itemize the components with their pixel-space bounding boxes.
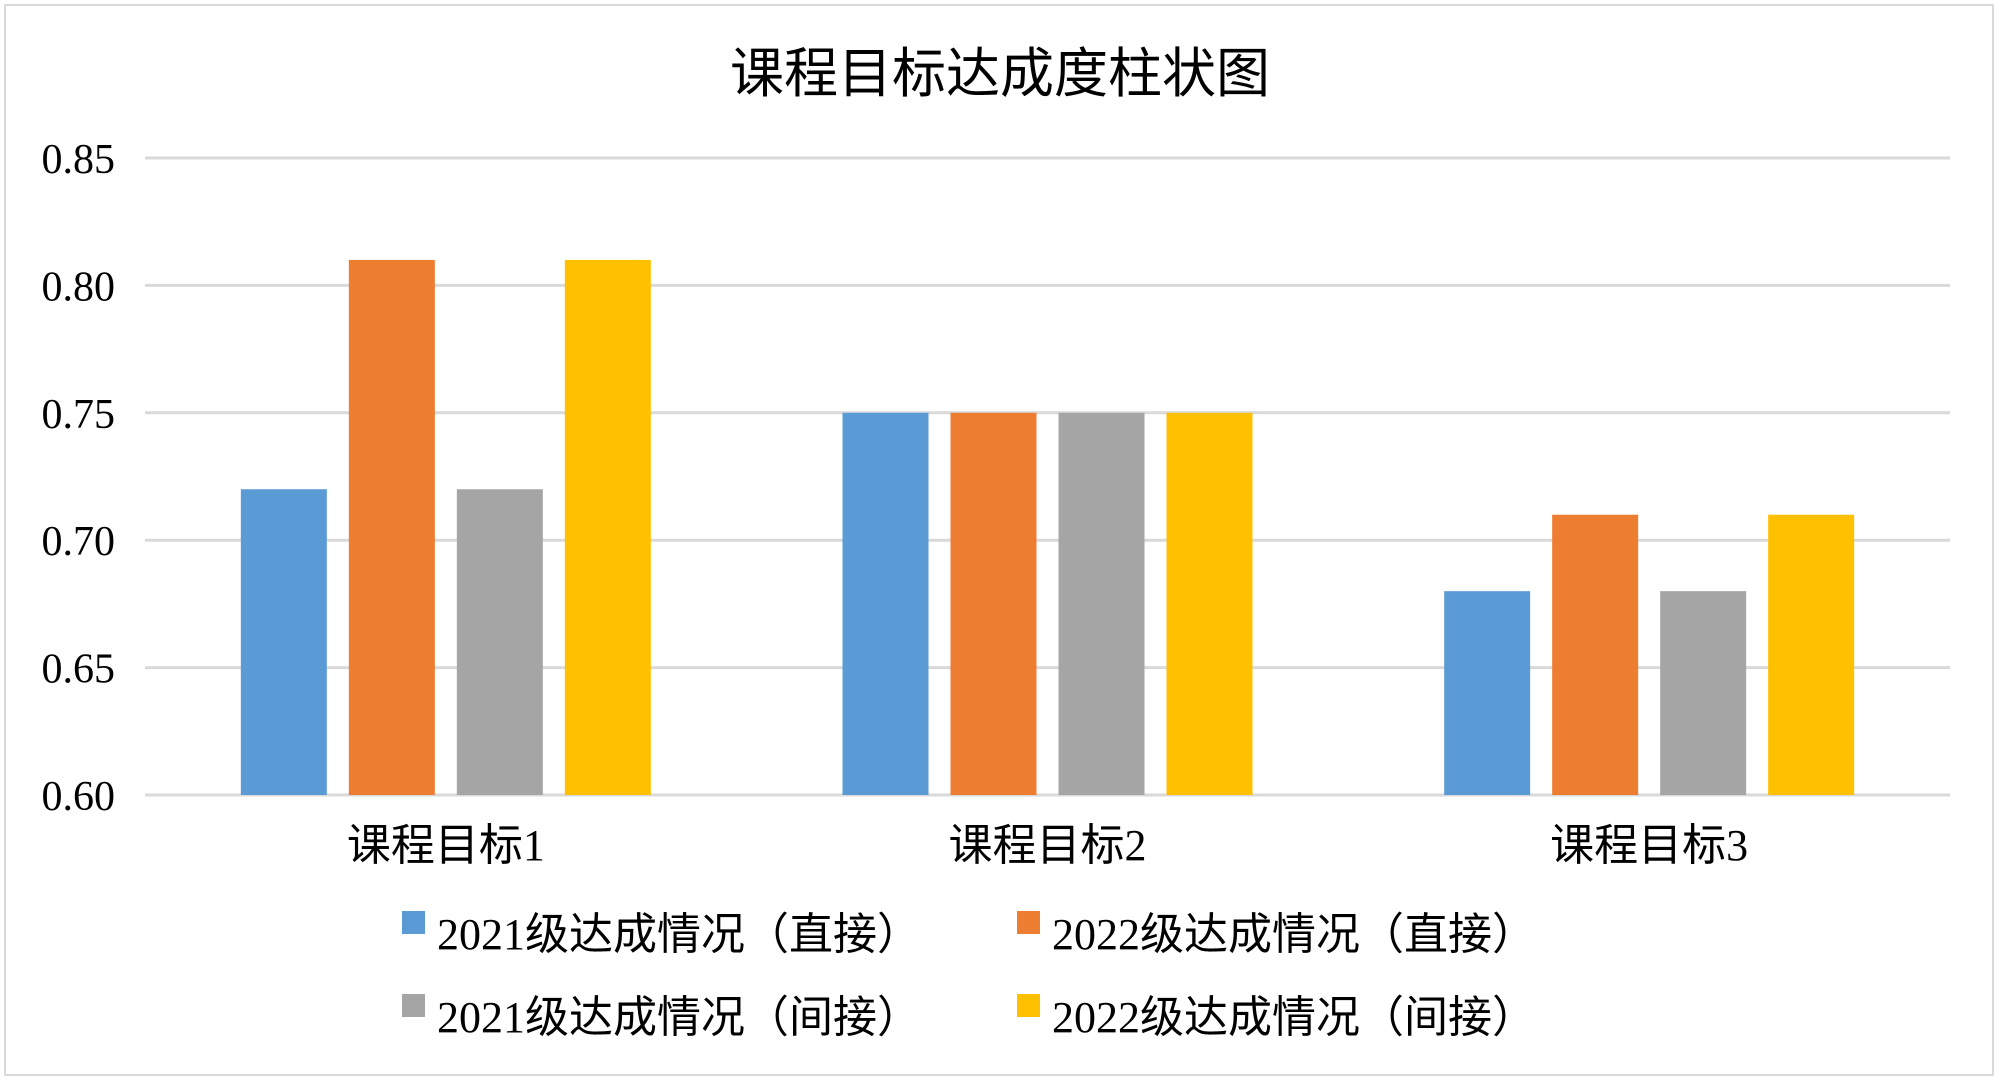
x-category-label: 课程目标2 — [949, 821, 1147, 870]
bar — [1444, 591, 1531, 795]
legend-swatch — [402, 994, 425, 1017]
legend-label: 2021级达成情况（直接） — [437, 910, 921, 959]
bar — [842, 412, 929, 795]
legend-label: 2022级达成情况（直接） — [1052, 910, 1536, 959]
bar — [1166, 412, 1253, 795]
y-tick-label: 0.60 — [42, 774, 116, 820]
legend-swatch — [402, 911, 425, 934]
legend-swatch — [1017, 911, 1040, 934]
bar — [564, 259, 651, 795]
legend: 2021级达成情况（直接） 2022级达成情况（直接） 2021级达成情况（间接） 2… — [402, 910, 1536, 1042]
bar — [240, 489, 327, 795]
bar — [1552, 514, 1639, 795]
y-tick-label: 0.65 — [42, 647, 116, 693]
y-tick-label: 0.75 — [42, 392, 116, 438]
bar — [1660, 591, 1747, 795]
legend-label: 2022级达成情况（间接） — [1052, 993, 1536, 1042]
x-category-label: 课程目标3 — [1550, 821, 1748, 870]
bar — [348, 259, 435, 795]
legend-label: 2021级达成情况（间接） — [437, 993, 921, 1042]
y-tick-label: 0.80 — [42, 264, 116, 310]
legend-swatch — [1017, 994, 1040, 1017]
x-axis-categories: 课程目标1 课程目标2 课程目标3 — [347, 821, 1748, 870]
y-tick-label: 0.85 — [42, 137, 116, 183]
gridlines — [145, 156, 1950, 797]
bar — [1768, 514, 1855, 795]
y-tick-label: 0.70 — [42, 519, 116, 565]
bars — [240, 259, 1855, 795]
x-category-label: 课程目标1 — [347, 821, 545, 870]
bar — [456, 489, 543, 795]
bar — [950, 412, 1037, 795]
bar — [1058, 412, 1145, 795]
chart-title: 课程目标达成度柱状图 — [730, 44, 1270, 104]
y-axis-ticks: 0.60 0.65 0.70 0.75 0.80 0.85 — [42, 137, 116, 820]
